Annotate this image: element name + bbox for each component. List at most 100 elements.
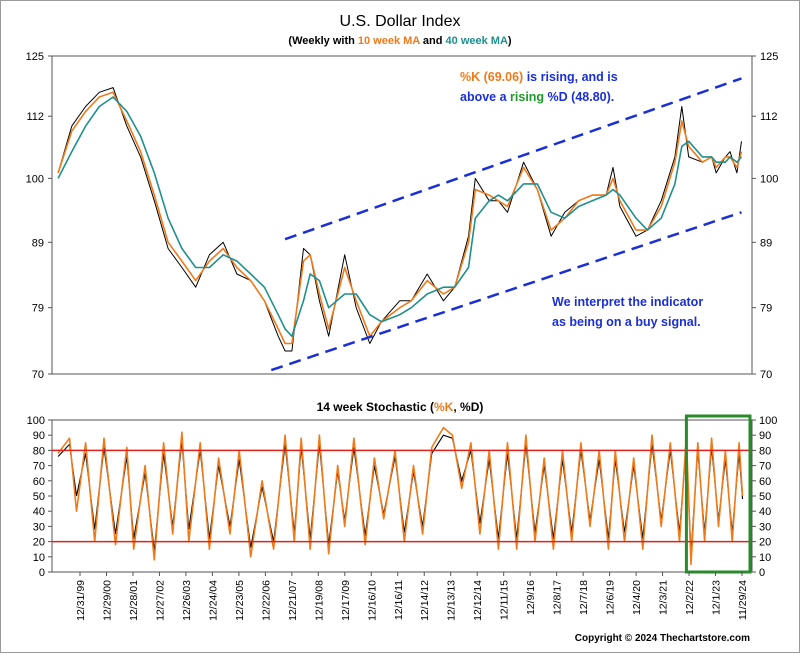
annotation-k-value: %K (69.06) [460,70,523,84]
stoch-y-label-left: 80 [33,445,45,457]
subtitle-mid: and [420,35,446,47]
copyright: Copyright © 2024 Thechartstore.com [575,633,750,644]
y-tick-label-left: 125 [26,51,44,63]
x-tick-label: 12/9/16 [525,580,537,615]
stoch-y-label-right: 10 [759,552,771,564]
x-tick-label: 12/14/12 [419,580,431,621]
x-tick-label: 12/31/99 [75,580,87,621]
highlight-box [684,414,752,574]
reference-lines [52,449,752,543]
y-tick-label-left: 89 [32,237,44,249]
top-axes: 70 70 79 79 89 89 100 100 112 112 125 125 [26,51,779,381]
series-line-40-week-ma [57,96,743,338]
x-tick-label: 12/3/21 [658,580,670,615]
stoch-title-d: %D [460,400,480,414]
x-tick-label: 12/22/06 [260,580,272,621]
y-tick-label-left: 70 [32,369,44,381]
stoch-y-label-right: 100 [759,415,777,427]
annotation-d-line: above a rising %D (48.80). [460,90,614,104]
x-tick-label: 12/24/04 [207,580,219,621]
stoch-title-suffix: ) [479,400,483,414]
stoch-y-label-left: 40 [33,506,45,518]
top-plot-frame [51,55,753,375]
highlight-rect [684,414,752,574]
stoch-y-label-right: 90 [759,430,771,442]
series-line-10-week-ma [57,91,743,345]
stoch-y-label-left: 10 [33,552,45,564]
subtitle-ma10: 10 week MA [358,35,420,47]
stoch-y-label-right: 0 [759,567,765,579]
stochastic-title: 14 week Stochastic (%K, %D) [317,400,484,414]
annotation-buy-signal: as being on a buy signal. [552,315,701,329]
x-tick-label: 12/11/15 [499,580,511,620]
x-tick-label: 12/17/09 [340,580,352,621]
series-line-k [57,426,744,566]
chart-subtitle: (Weekly with 10 week MA and 40 week MA) [288,35,512,47]
stoch-y-label-left: 70 [33,461,45,473]
stoch-y-label-left: 100 [27,415,45,427]
stoch-y-label-left: 60 [33,476,45,488]
subtitle-suffix: ) [508,35,512,47]
annotation-k-line: %K (69.06) is rising, and is [460,70,618,84]
x-tick-label: 12/28/01 [128,580,140,621]
stoch-y-label-left: 50 [33,491,45,503]
stoch-title-k: %K [434,400,454,414]
y-tick-label-left: 112 [26,111,44,123]
bottom-series [57,426,744,566]
stoch-y-label-left: 0 [39,567,45,579]
subtitle-ma40: 40 week MA [446,35,508,47]
x-tick-label: 12/13/13 [446,580,458,621]
chart-title: U.S. Dollar Index [340,13,461,30]
stoch-title-sep: , [453,400,460,414]
annotation-rising: rising [510,90,544,104]
x-tick-label: 12/4/20 [631,580,643,615]
stoch-y-label-right: 40 [759,506,771,518]
x-tick-label: 12/1/23 [711,580,723,615]
channel-upper-line [284,77,742,241]
trend-channel [270,77,742,372]
annotation-k-rest: is rising, and is [523,70,618,84]
stoch-y-label-right: 20 [759,537,771,549]
bottom-axes: 0 0 10 10 20 20 30 30 40 40 50 50 60 60 70 70 80 80 90 90 10… [27,415,778,579]
y-tick-label-left: 79 [32,303,44,315]
top-series [57,87,743,352]
x-tick-label: 12/2/22 [684,580,696,615]
stoch-y-label-right: 80 [759,445,771,457]
stoch-y-label-left: 20 [33,537,45,549]
x-tick-label: 12/7/18 [578,580,590,615]
x-tick-label: 12/19/08 [313,580,325,621]
stoch-y-label-right: 60 [759,476,771,488]
x-tick-label: 12/26/03 [181,580,193,621]
stoch-y-label-left: 30 [33,521,45,533]
stoch-y-label-left: 90 [33,430,45,442]
x-tick-label: 12/8/17 [552,580,564,615]
stoch-y-label-right: 30 [759,521,771,533]
stoch-y-label-right: 70 [759,461,771,473]
x-tick-label: 12/27/02 [154,580,166,621]
y-tick-label-right: 100 [760,173,778,185]
y-tick-label-right: 79 [760,303,772,315]
y-tick-label-left: 100 [26,173,44,185]
y-tick-label-right: 89 [760,237,772,249]
x-tick-label: 12/12/14 [472,580,484,621]
x-tick-label: 12/16/11 [393,580,405,620]
annotation-interpret: We interpret the indicator [552,295,703,309]
x-tick-labels: 12/31/99 12/29/00 12/28/01 12/27/02 12/26/03… [75,572,749,621]
stoch-title-prefix: 14 week Stochastic ( [317,400,434,414]
series-line-price [57,87,742,352]
stoch-y-label-right: 50 [759,491,771,503]
x-tick-label: 12/29/00 [101,580,113,621]
x-tick-label: 12/21/07 [287,580,299,621]
y-tick-label-right: 125 [760,51,778,63]
annotation-d-pre: above a [460,90,510,104]
y-tick-label-right: 112 [760,111,778,123]
y-tick-label-right: 70 [760,369,772,381]
x-tick-label: 11/29/24 [737,580,749,620]
x-tick-label: 12/16/10 [366,580,378,621]
channel-lower-line [270,211,742,372]
subtitle-prefix: (Weekly with [288,35,357,47]
x-tick-label: 12/6/19 [605,580,617,615]
x-tick-label: 12/23/05 [234,580,246,621]
